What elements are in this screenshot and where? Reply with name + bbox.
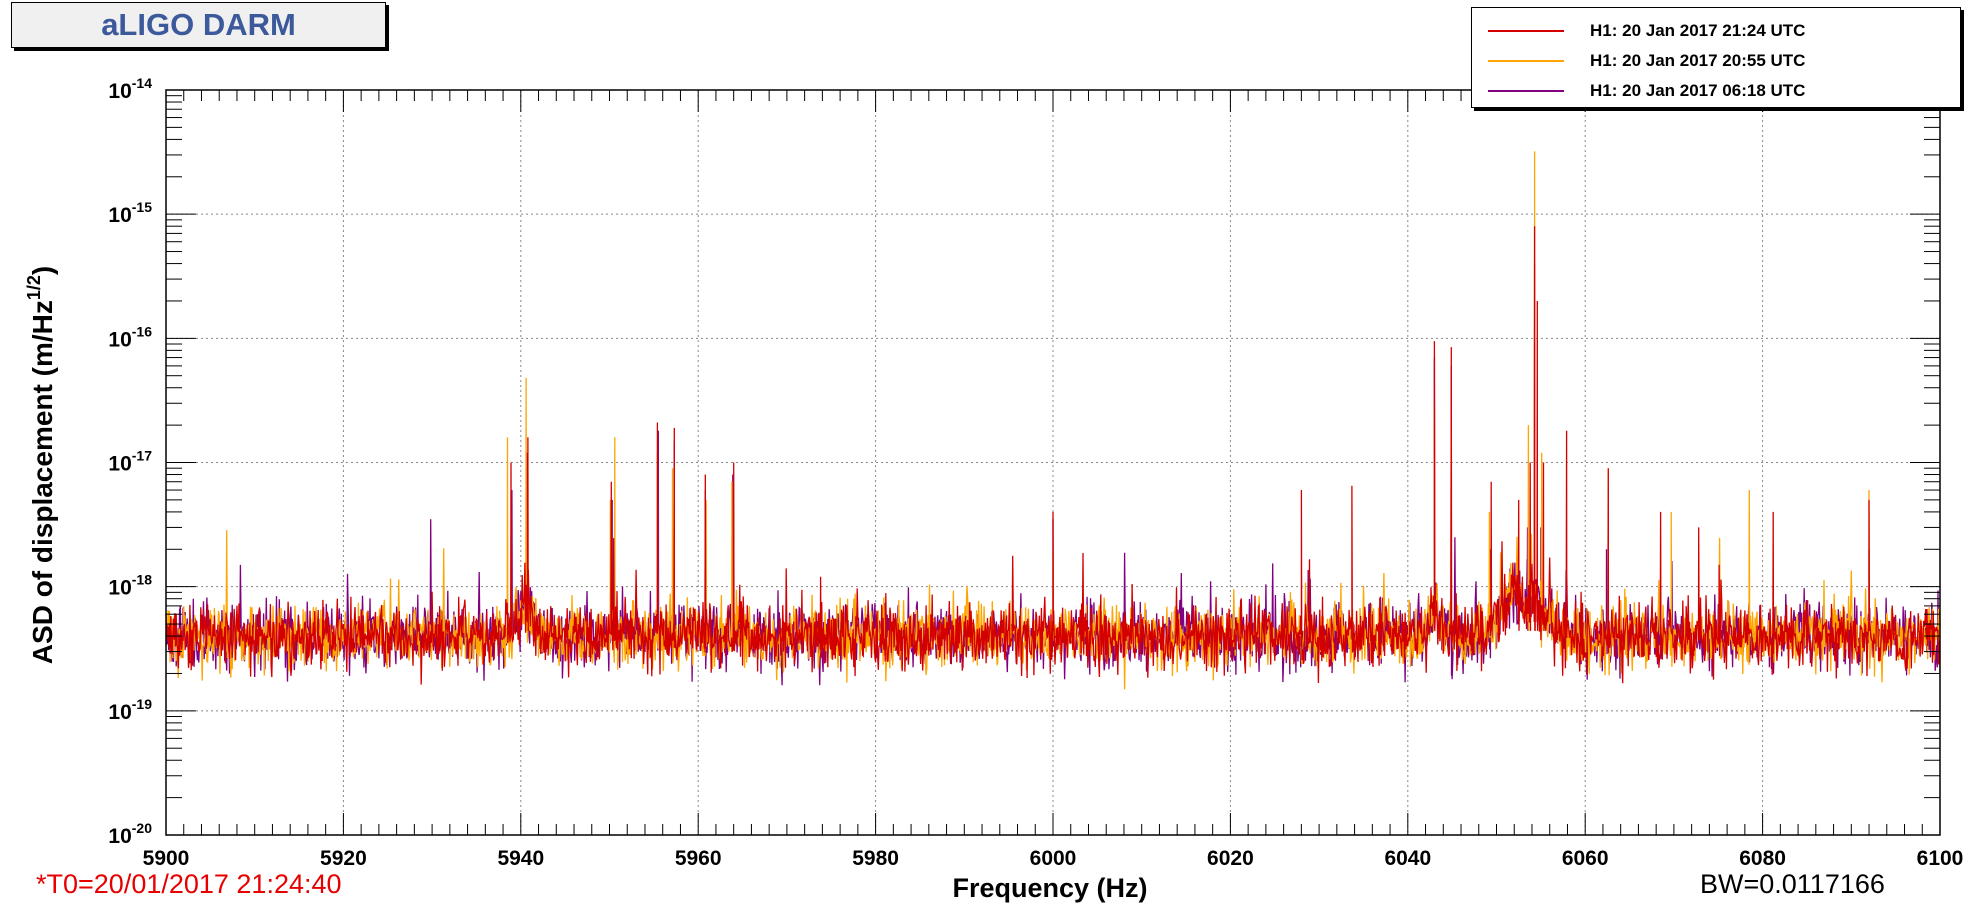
legend-label-2: H1: 20 Jan 2017 20:55 UTC <box>1590 51 1806 70</box>
x-axis-label: Frequency (Hz) <box>952 873 1147 903</box>
legend-entry-2: H1: 20 Jan 2017 20:55 UTC <box>1472 46 1960 76</box>
legend-label-3: H1: 20 Jan 2017 06:18 UTC <box>1590 81 1806 100</box>
y-tick-label: 10-15 <box>108 199 152 227</box>
y-axis-label: ASD of displacement (m/Hz1/2) <box>24 266 58 664</box>
legend-swatch-1 <box>1488 30 1564 32</box>
x-tick-labels: 5900 5920 5940 5960 5980 6000 6020 6040 6060 6080… <box>143 847 1964 870</box>
y-tick-label: 10-17 <box>108 448 152 476</box>
legend: H1: 20 Jan 2017 21:24 UTC H1: 20 Jan 201… <box>1471 7 1961 108</box>
y-tick-label: 10-19 <box>108 696 152 724</box>
y-tick-label: 10-14 <box>108 75 152 103</box>
x-tick-label: 6020 <box>1207 847 1254 870</box>
legend-label-1: H1: 20 Jan 2017 21:24 UTC <box>1590 21 1806 40</box>
y-tick-label: 10-18 <box>108 572 152 600</box>
y-tick-labels: 10-20 10-19 10-18 10-17 10-16 10-15 10-14 <box>108 75 152 848</box>
title-box: aLIGO DARM <box>11 2 386 48</box>
legend-entry-1: H1: 20 Jan 2017 21:24 UTC <box>1472 16 1960 46</box>
x-tick-label: 6100 <box>1917 847 1964 870</box>
x-tick-label: 5920 <box>320 847 367 870</box>
series-line-3 <box>165 226 1941 685</box>
bandwidth-label: BW=0.0117166 <box>1700 869 1885 899</box>
y-tick-label: 10-20 <box>108 820 152 848</box>
legend-swatch-2 <box>1488 60 1564 62</box>
legend-entry-3: H1: 20 Jan 2017 06:18 UTC <box>1472 76 1960 106</box>
series-layer <box>165 151 1941 690</box>
t0-timestamp: *T0=20/01/2017 21:24:40 <box>36 869 342 899</box>
x-tick-label: 6080 <box>1739 847 1786 870</box>
x-tick-label: 5900 <box>143 847 190 870</box>
x-tick-label: 5960 <box>675 847 722 870</box>
x-tick-label: 6000 <box>1030 847 1077 870</box>
x-tick-label: 5980 <box>852 847 899 870</box>
chart-title: aLIGO DARM <box>101 7 296 42</box>
grid-lines <box>166 90 1940 835</box>
legend-swatch-3 <box>1488 90 1564 92</box>
x-tick-label: 5940 <box>497 847 544 870</box>
x-tick-label: 6040 <box>1384 847 1431 870</box>
x-tick-label: 6060 <box>1562 847 1609 870</box>
y-tick-label: 10-16 <box>108 323 152 351</box>
